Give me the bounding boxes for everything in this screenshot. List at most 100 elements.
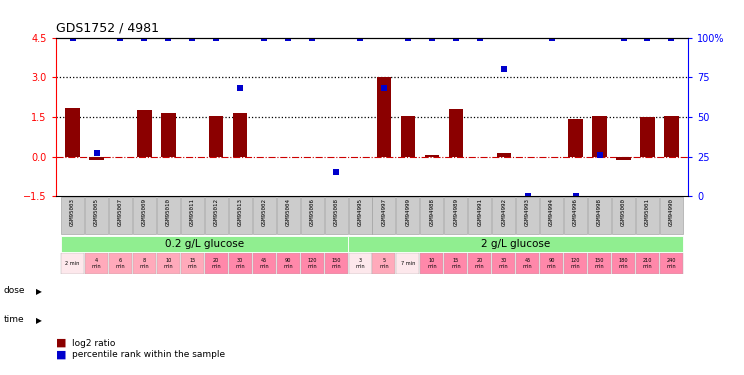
Bar [401,116,415,156]
Bar [568,120,583,156]
FancyBboxPatch shape [612,197,635,234]
FancyBboxPatch shape [516,197,539,234]
Text: ■: ■ [56,350,66,359]
Point [522,193,533,199]
Text: ■: ■ [56,338,66,348]
Text: GSM95013: GSM95013 [238,198,243,226]
Text: 150
min: 150 min [594,258,604,268]
Point [234,85,246,91]
FancyBboxPatch shape [636,197,659,234]
Text: log2 ratio: log2 ratio [72,339,115,348]
FancyBboxPatch shape [444,253,467,274]
Text: GSM95001: GSM95001 [645,198,650,226]
Text: 10
min: 10 min [427,258,437,268]
FancyBboxPatch shape [660,253,683,274]
Text: GSM94992: GSM94992 [501,198,506,226]
Text: GSM94997: GSM94997 [382,198,386,226]
FancyBboxPatch shape [61,253,84,274]
Point [618,34,629,40]
Text: percentile rank within the sample: percentile rank within the sample [72,350,225,359]
Text: 2 g/L glucose: 2 g/L glucose [481,239,551,249]
Point [258,34,270,40]
Bar [496,153,511,156]
Point [426,34,437,40]
Text: GSM95008: GSM95008 [333,198,339,226]
FancyBboxPatch shape [157,197,180,234]
Bar [449,109,463,156]
Text: 3
min: 3 min [355,258,365,268]
Text: ▶: ▶ [36,287,42,296]
FancyBboxPatch shape [397,253,420,274]
Text: GSM95009: GSM95009 [142,198,147,226]
FancyBboxPatch shape [444,197,467,234]
Text: GSM94999: GSM94999 [405,198,411,226]
Point [545,34,557,40]
FancyBboxPatch shape [540,197,563,234]
Point [282,34,294,40]
Text: 10
min: 10 min [164,258,173,268]
Text: 20
min: 20 min [211,258,221,268]
FancyBboxPatch shape [133,197,156,234]
FancyBboxPatch shape [493,197,516,234]
FancyBboxPatch shape [348,253,371,274]
Text: 150
min: 150 min [331,258,341,268]
Text: GSM95002: GSM95002 [262,198,266,226]
Text: GSM95005: GSM95005 [94,198,99,226]
Point [498,66,510,72]
Text: 2 min: 2 min [65,261,80,266]
FancyBboxPatch shape [636,253,659,274]
Text: 45
min: 45 min [523,258,533,268]
FancyBboxPatch shape [181,197,204,234]
Text: GSM95004: GSM95004 [286,198,291,226]
Text: GSM94991: GSM94991 [478,198,482,226]
FancyBboxPatch shape [397,197,420,234]
Bar [664,116,679,156]
FancyBboxPatch shape [253,253,276,274]
Text: 45
min: 45 min [260,258,269,268]
Point [378,85,390,91]
FancyBboxPatch shape [612,253,635,274]
FancyBboxPatch shape [324,197,347,234]
Point [67,34,79,40]
Text: dose: dose [4,286,25,295]
FancyBboxPatch shape [109,253,132,274]
Text: GSM94994: GSM94994 [549,198,554,226]
Text: GSM94995: GSM94995 [358,198,362,226]
Point [570,193,582,199]
Text: 90
min: 90 min [283,258,293,268]
FancyBboxPatch shape [277,197,300,234]
Text: GSM94989: GSM94989 [453,198,458,226]
FancyBboxPatch shape [373,197,396,234]
FancyBboxPatch shape [420,197,443,234]
Text: 15
min: 15 min [187,258,197,268]
Bar [641,117,655,156]
FancyBboxPatch shape [564,253,587,274]
FancyBboxPatch shape [109,197,132,234]
Point [307,34,318,40]
Point [354,34,366,40]
Text: 90
min: 90 min [547,258,557,268]
FancyBboxPatch shape [468,197,491,234]
Text: 20
min: 20 min [475,258,484,268]
FancyBboxPatch shape [85,197,108,234]
Bar [376,76,391,156]
Text: 6
min: 6 min [115,258,125,268]
Point [138,34,150,40]
Text: GSM94993: GSM94993 [525,198,530,226]
Text: 0.2 g/L glucose: 0.2 g/L glucose [164,239,244,249]
Text: GSM95003: GSM95003 [70,198,75,226]
Text: 120
min: 120 min [571,258,580,268]
FancyBboxPatch shape [540,253,563,274]
Point [474,34,486,40]
Bar [592,116,607,156]
FancyBboxPatch shape [588,253,611,274]
Text: 30
min: 30 min [235,258,245,268]
Text: GSM95000: GSM95000 [621,198,626,226]
FancyBboxPatch shape [253,197,276,234]
FancyBboxPatch shape [205,253,228,274]
Text: 240
min: 240 min [667,258,676,268]
FancyBboxPatch shape [348,197,371,234]
Text: GSM94996: GSM94996 [573,198,578,226]
Point [330,170,342,176]
Bar [161,113,176,156]
